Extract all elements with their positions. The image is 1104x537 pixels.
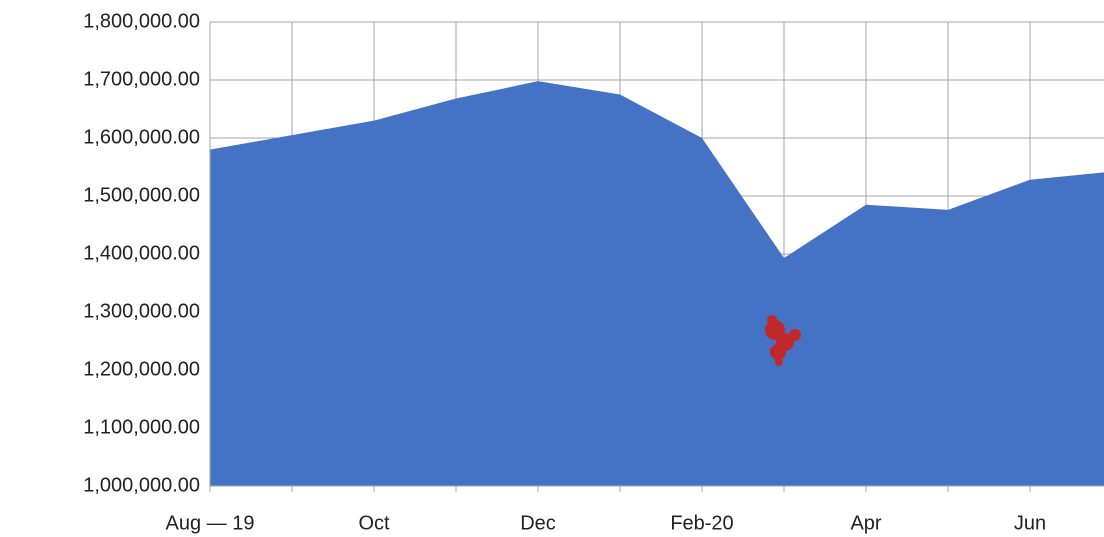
- y-tick-label: 1,400,000.00: [83, 242, 200, 264]
- x-tick-label: Dec: [520, 512, 556, 534]
- x-tick-label: Oct: [358, 512, 390, 534]
- x-tick-label: Jun: [1014, 512, 1046, 534]
- y-tick-label: 1,300,000.00: [83, 300, 200, 322]
- decoration-blob: [770, 344, 786, 360]
- y-tick-label: 1,500,000.00: [83, 184, 200, 206]
- area: [210, 81, 1104, 486]
- x-tick-label: Feb-20: [670, 512, 733, 534]
- decoration-blob: [767, 315, 777, 325]
- plot: [210, 81, 1104, 486]
- y-tick-label: 1,700,000.00: [83, 68, 200, 90]
- y-tick-label: 1,100,000.00: [83, 416, 200, 438]
- y-tick-label: 1,600,000.00: [83, 126, 200, 148]
- y-tick-label: 1,800,000.00: [83, 10, 200, 32]
- x-tick-label: Apr: [850, 512, 881, 534]
- chart: 1,000,000.00 1,100,000.00 1,200,000.00 1,30…: [0, 0, 1104, 537]
- decoration-blob: [775, 358, 783, 366]
- x-tick-label: Aug — 19: [166, 512, 255, 534]
- y-tick-label: 1,000,000.00: [83, 474, 200, 496]
- y-tick-label: 1,200,000.00: [83, 358, 200, 380]
- decoration-blob: [789, 329, 801, 341]
